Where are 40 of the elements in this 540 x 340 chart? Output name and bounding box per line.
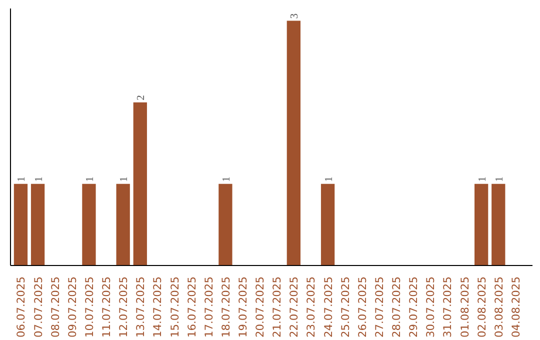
data-label: 1 [16, 176, 28, 182]
x-tick-label: 11.07.2025 [100, 276, 114, 338]
data-label: 1 [119, 176, 130, 182]
x-tick-label: 02.08.2025 [475, 276, 488, 338]
x-tick-label: 23.07.2025 [304, 276, 318, 338]
x-tick-label: 18.07.2025 [219, 276, 232, 338]
x-tick-label: 15.07.2025 [168, 276, 182, 338]
x-tick-label: 01.08.2025 [458, 276, 472, 338]
data-label: 2 [136, 94, 148, 100]
x-tick-label: 12.07.2025 [117, 276, 130, 338]
x-tick-label: 07.07.2025 [32, 276, 45, 338]
x-tick-label: 27.07.2025 [372, 276, 386, 338]
data-label: 1 [324, 176, 335, 182]
x-tick-label: 13.07.2025 [134, 276, 148, 338]
x-tick-label: 26.07.2025 [356, 276, 369, 338]
data-label: 3 [290, 13, 301, 19]
x-tick-label: 19.07.2025 [236, 276, 250, 338]
x-tick-label: 08.07.2025 [48, 276, 62, 338]
x-tick-label: 25.07.2025 [338, 276, 352, 338]
x-tick-label: 28.07.2025 [390, 276, 404, 338]
x-tick-label: 03.08.2025 [492, 276, 506, 338]
x-tick-label: 17.07.2025 [202, 276, 216, 338]
x-tick-label: 09.07.2025 [66, 276, 79, 338]
x-tick-label: 10.07.2025 [82, 276, 96, 338]
data-label: 1 [477, 176, 488, 182]
x-tick-label: 29.07.2025 [407, 276, 420, 338]
x-tick-label: 14.07.2025 [151, 276, 164, 338]
x-tick-label: 20.07.2025 [254, 276, 267, 338]
x-tick-label: 30.07.2025 [424, 276, 438, 338]
data-label: 1 [34, 176, 45, 182]
x-tick-label: 04.08.2025 [509, 276, 522, 338]
x-tick-label: 24.07.2025 [322, 276, 335, 338]
x-tick-label: 06.07.2025 [14, 276, 28, 338]
data-label: 1 [84, 176, 96, 182]
data-label: 1 [221, 176, 232, 182]
x-tick-label: 21.07.2025 [270, 276, 284, 338]
data-label: 1 [494, 176, 506, 182]
x-tick-label: 16.07.2025 [185, 276, 198, 338]
x-tick-label: 31.07.2025 [441, 276, 454, 338]
x-tick-label: 22.07.2025 [288, 276, 301, 338]
